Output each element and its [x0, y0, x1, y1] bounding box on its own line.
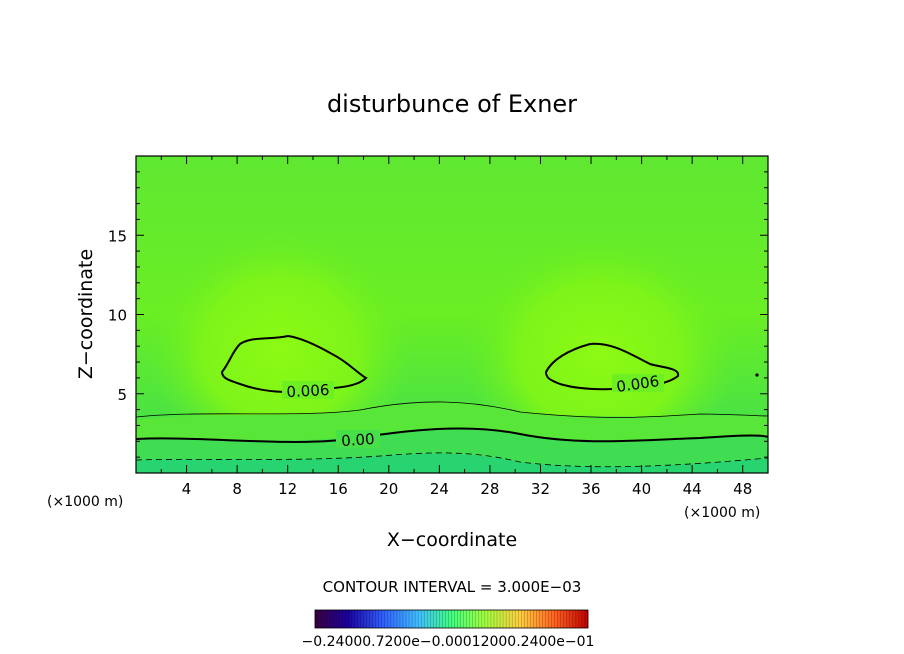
- contour-line-upper: [136, 401, 768, 418]
- y-tick-label: 5: [117, 386, 127, 404]
- colorbar: [314, 609, 589, 629]
- x-tick-label: 44: [683, 480, 702, 498]
- contour-label: 0.00: [341, 430, 376, 450]
- x-tick-label: 48: [733, 480, 752, 498]
- y-tick-label: 10: [108, 307, 127, 325]
- contour-labels: 0.006 0.006 0.00: [282, 372, 664, 450]
- colorbar-labels: −0.24000.7200e−0.00012000.2400e−01: [302, 634, 595, 650]
- contour-label: 0.006: [286, 381, 330, 401]
- x-tick-label: 4: [182, 480, 192, 498]
- x-tick-label: 40: [632, 480, 651, 498]
- contour-label: 0.006: [615, 372, 660, 396]
- contour-interval: CONTOUR INTERVAL = 3.000E−03: [323, 578, 582, 596]
- y-tick-label: 15: [108, 227, 127, 245]
- x-tick-label: 16: [329, 480, 348, 498]
- x-unit-label-right: (×1000 m): [684, 505, 760, 521]
- contour-line-left-dome: [220, 334, 368, 393]
- x-tick-label: 36: [581, 480, 600, 498]
- x-tick-label: 32: [531, 480, 550, 498]
- contour-field: [136, 156, 768, 473]
- x-tick-label: 24: [430, 480, 449, 498]
- contour-line-negative: [136, 452, 768, 468]
- x-tick-label: 20: [379, 480, 398, 498]
- x-unit-label-left: (×1000 m): [47, 494, 123, 510]
- contour-line-zero: [136, 427, 768, 443]
- x-tick-label: 12: [278, 480, 297, 498]
- x-tick-label: 28: [480, 480, 499, 498]
- x-tick-label: 8: [232, 480, 242, 498]
- contour-line-right-dome: [544, 342, 680, 391]
- chart-title: disturbunce of Exner: [327, 90, 577, 118]
- y-axis-label: Z−coordinate: [75, 249, 97, 379]
- x-axis-label: X−coordinate: [387, 529, 517, 551]
